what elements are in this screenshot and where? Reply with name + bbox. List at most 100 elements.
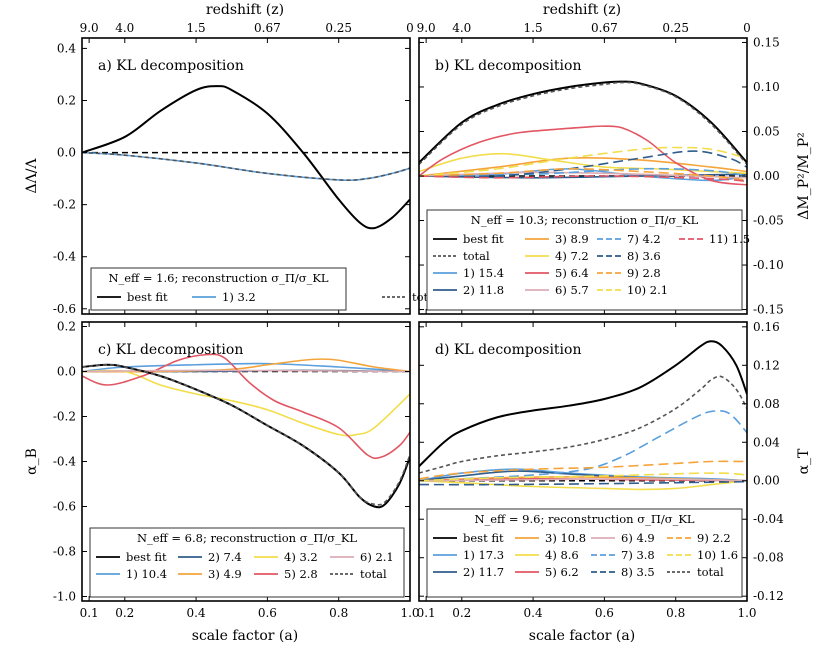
redshift-tick-label: 1.5 — [187, 21, 206, 35]
y-tick-label: -0.6 — [53, 302, 76, 316]
x-tick-label: 0.1 — [80, 606, 99, 620]
series-group — [419, 80, 747, 186]
y-tick-label: -0.2 — [53, 198, 76, 212]
scale-factor-axis-label-right: scale factor (a) — [529, 628, 635, 644]
series-group — [82, 85, 410, 230]
legend-label-4: 4) 3.2 — [284, 550, 318, 564]
redshift-tick-label: 9.0 — [417, 21, 436, 35]
legend: N_eff = 10.3; reconstruction σ_Π/σ_KLbes… — [426, 209, 750, 311]
legend-label-best fit: best fit — [463, 531, 504, 545]
y-tick-label: 0.2 — [57, 93, 76, 107]
legend-entry-1: 1) 10.4 — [96, 567, 167, 581]
legend-label-8: 8) 3.6 — [627, 249, 661, 263]
y-tick-label: 0.04 — [753, 435, 780, 449]
legend-label-5: 5) 6.4 — [555, 266, 589, 280]
y-tick-label: -0.4 — [53, 455, 77, 469]
legend-label-6: 6) 2.1 — [360, 550, 394, 564]
series-line-4 — [419, 479, 747, 491]
legend-label-1: 1) 17.3 — [463, 548, 504, 562]
legend-label-1: 1) 3.2 — [222, 290, 256, 304]
legend-entry-6: 6) 2.1 — [330, 550, 394, 564]
legend: N_eff = 9.6; reconstruction σ_Π/σ_KLbest… — [426, 508, 743, 598]
panel-d: 0.1 0.2 0.4 0.6 0.8 1.0 0.16 0.12 0.08 0.04 0.00 -0… — [417, 320, 812, 620]
series-line-10 — [419, 146, 747, 177]
y-tick-label: -0.4 — [53, 250, 77, 264]
legend-label-6: 6) 4.9 — [621, 531, 655, 545]
series-line-6 — [419, 477, 747, 482]
y-tick-label: 0.15 — [753, 35, 780, 49]
series-line-4 — [82, 369, 410, 437]
x-tick-label: 0.8 — [329, 606, 348, 620]
legend-label-best fit: best fit — [463, 232, 504, 246]
y-tick-label: 0.16 — [753, 320, 780, 334]
legend-label-2: 2) 11.7 — [463, 565, 504, 579]
series-line-total — [419, 375, 747, 474]
y-axis-label: ΔM_P²/M_P² — [796, 132, 812, 220]
legend-entry-best fit: best fit — [433, 232, 504, 246]
panel-b: 9.0 4.0 1.5 0.67 0.25 00.15 0.10 0.05 0.00 -0.05 -… — [417, 21, 812, 317]
legend-entry-1: 1) 3.2 — [192, 290, 256, 304]
x-tick-label: 1.0 — [400, 606, 419, 620]
legend-entry-total: total — [330, 567, 387, 581]
x-tick-label: 1.0 — [737, 606, 756, 620]
legend-entry-10: 10) 2.1 — [597, 283, 668, 297]
legend-entry-3: 3) 10.8 — [515, 531, 586, 545]
plot-frame — [418, 321, 748, 602]
y-tick-label: -0.2 — [53, 410, 76, 424]
series-line-best-fit — [82, 363, 410, 509]
redshift-tick-label: 0.25 — [325, 21, 352, 35]
y-axis-label: α_B — [24, 448, 40, 475]
legend-label-3: 3) 10.8 — [545, 531, 586, 545]
y-tick-label: 0.00 — [753, 169, 780, 183]
legend-label-1: 1) 15.4 — [463, 266, 504, 280]
legend-label-5: 5) 6.2 — [545, 565, 579, 579]
bottom-axis-labels: scale factor (a) scale factor (a) — [192, 628, 635, 644]
y-tick-label: -0.04 — [753, 512, 784, 526]
y-axis-label: ΔΛ/Λ — [24, 158, 40, 194]
legend-label-10: 10) 1.6 — [697, 548, 738, 562]
y-tick-label: -1.0 — [53, 590, 76, 604]
x-tick-label: 0.2 — [452, 606, 471, 620]
legend-label-11: 11) 1.5 — [709, 232, 750, 246]
legend-label-7: 7) 4.2 — [627, 232, 661, 246]
series-line-5 — [82, 353, 410, 460]
legend-entry-best fit: best fit — [97, 290, 168, 304]
legend-entry-11: 11) 1.5 — [679, 232, 750, 246]
legend-label-6: 6) 5.7 — [555, 283, 589, 297]
series-line-7 — [419, 409, 747, 482]
legend-entry-8: 8) 3.5 — [591, 565, 655, 579]
y-tick-label: -0.15 — [753, 303, 784, 317]
legend-entry-5: 5) 6.2 — [515, 565, 579, 579]
legend-label-3: 3) 8.9 — [555, 232, 589, 246]
y-tick-label: 0.0 — [57, 146, 76, 160]
panel-a: 9.0 4.0 1.5 0.67 0.25 0 0.4 0.2 0.0 -0.2 -0.4 -0.6 Δ… — [24, 21, 439, 316]
legend-label-3: 3) 4.9 — [208, 567, 242, 581]
legend-entry-1: 1) 17.3 — [433, 548, 504, 562]
legend-label-1: 1) 10.4 — [126, 567, 167, 581]
legend-entry-5: 5) 6.4 — [525, 266, 589, 280]
redshift-tick-label: 0 — [406, 21, 414, 35]
y-tick-label: 0.4 — [57, 41, 76, 55]
legend-entry-10: 10) 1.6 — [667, 548, 738, 562]
y-tick-label: -0.10 — [753, 258, 784, 272]
series-line-8 — [419, 150, 747, 178]
redshift-axis-label-right: redshift (z) — [543, 2, 621, 18]
redshift-tick-label: 1.5 — [524, 21, 543, 35]
panel-title: a) KL decomposition — [98, 58, 244, 74]
legend-label-9: 9) 2.8 — [627, 266, 661, 280]
redshift-tick-label: 9.0 — [80, 21, 99, 35]
redshift-tick-label: 4.0 — [115, 21, 134, 35]
y-tick-label: 0.05 — [753, 124, 780, 138]
legend-label-total: total — [463, 249, 490, 263]
panel-title: d) KL decomposition — [435, 342, 581, 358]
legend-entry-2: 2) 7.4 — [178, 550, 242, 564]
legend-entry-2: 2) 11.7 — [433, 565, 504, 579]
y-tick-label: 0.12 — [753, 358, 780, 372]
legend-entry-total: total — [433, 249, 490, 263]
redshift-tick-label: 0.67 — [254, 21, 281, 35]
top-axis-labels: redshift (z) redshift (z) — [206, 2, 621, 18]
series-line-4 — [419, 152, 747, 175]
redshift-tick-label: 0.67 — [591, 21, 618, 35]
legend-entry-7: 7) 3.8 — [591, 548, 655, 562]
legend-entry-3: 3) 8.9 — [525, 232, 589, 246]
